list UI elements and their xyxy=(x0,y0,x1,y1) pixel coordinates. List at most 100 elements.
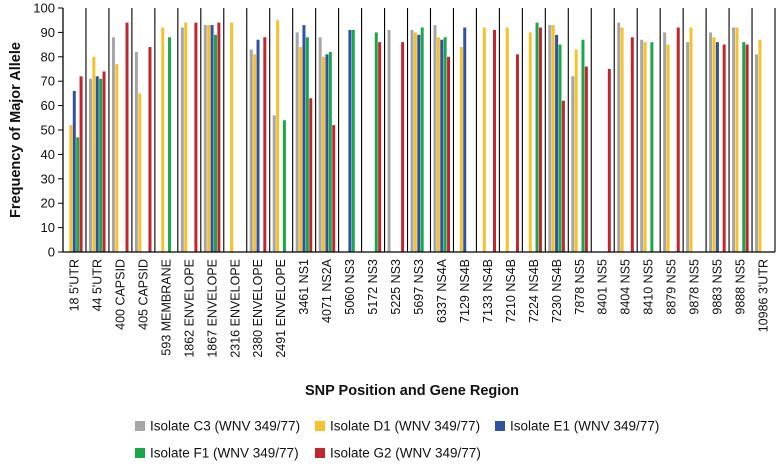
bar-isolate-f1-593-membrane xyxy=(168,37,172,252)
legend-swatch-isolate-g2 xyxy=(315,448,325,458)
bar-isolate-g2-7230-ns4b xyxy=(561,100,565,252)
x-tick-label: 3461 NS1 xyxy=(297,259,311,315)
x-tick-label: 7133 NS4B xyxy=(481,259,495,323)
x-tick-label: 7224 NS4B xyxy=(527,259,541,323)
bar-isolate-f1-7878-ns5 xyxy=(581,39,585,252)
bar-isolate-d1-7230-ns4b xyxy=(551,25,555,252)
bar-isolate-d1-7878-ns5 xyxy=(574,49,578,253)
bar-isolate-e1-9883-ns5 xyxy=(715,42,719,252)
y-tick-label: 70 xyxy=(41,74,55,89)
x-tick-label: 44 5'UTR xyxy=(90,259,104,311)
x-tick-label: 8410 NS5 xyxy=(642,259,656,315)
bar-isolate-g2-6337-ns4a xyxy=(447,56,451,252)
x-axis-title: SNP Position and Gene Region xyxy=(305,383,519,399)
x-tick-label: 8404 NS5 xyxy=(619,259,633,315)
y-tick-label: 100 xyxy=(33,1,55,16)
y-tick-label: 20 xyxy=(41,196,55,211)
bar-isolate-d1-8879-ns5 xyxy=(666,44,670,252)
y-tick-label: 50 xyxy=(41,123,55,138)
bar-isolate-d1-1867-envelope xyxy=(207,25,211,252)
y-axis-title: Frequency of Major Allele xyxy=(8,42,24,218)
bar-isolate-g2-44-5-utr xyxy=(102,71,106,252)
bar-isolate-c3-1867-envelope xyxy=(203,25,207,252)
x-tick-label: 2380 ENVELOPE xyxy=(251,259,265,358)
bar-isolate-c3-6337-ns4a xyxy=(433,25,437,252)
x-tick-label: 593 MEMBRANE xyxy=(159,259,173,356)
bar-isolate-d1-9888-ns5 xyxy=(735,27,739,252)
bar-isolate-d1-2491-envelope xyxy=(276,20,280,253)
bar-isolate-d1-6337-ns4a xyxy=(436,37,440,252)
bar-isolate-g2-5225-ns3 xyxy=(401,42,405,252)
bar-isolate-d1-405-capsid xyxy=(138,93,142,253)
bar-isolate-d1-4071-ns2a xyxy=(322,56,326,252)
bar-isolate-g2-8401-ns5 xyxy=(607,69,611,252)
bar-isolate-c3-5225-ns3 xyxy=(387,29,391,253)
y-tick-label: 40 xyxy=(41,147,55,162)
bar-isolate-g2-1867-envelope xyxy=(217,22,221,252)
bar-isolate-c3-8879-ns5 xyxy=(663,32,667,253)
bar-isolate-c3-7230-ns4b xyxy=(548,25,552,252)
bar-isolate-d1-400-capsid xyxy=(115,64,119,253)
bar-isolate-g2-4071-ns2a xyxy=(332,125,336,252)
bar-isolate-c3-3461-ns1 xyxy=(295,32,299,253)
bar-isolate-g2-8879-ns5 xyxy=(676,27,680,252)
tick-labels: 0 10 20 30 40 50 60 70 80 90 100 18 5'UTR 44 5'UTR 40… xyxy=(33,1,770,358)
bar-isolate-e1-4071-ns2a xyxy=(325,54,329,252)
bar-isolate-d1-8410-ns5 xyxy=(643,42,647,252)
bar-isolate-d1-7210-ns4b xyxy=(505,27,509,252)
bar-isolate-e1-18-5-utr xyxy=(72,90,76,253)
x-tick-label: 9878 NS5 xyxy=(688,259,702,315)
bar-isolate-g2-7133-ns4b xyxy=(492,29,496,253)
bar-isolate-c3-2491-envelope xyxy=(272,115,276,252)
bar-isolate-g2-400-capsid xyxy=(125,22,129,252)
bar-isolate-c3-9883-ns5 xyxy=(709,32,713,253)
bar-isolate-d1-2380-envelope xyxy=(253,54,257,252)
bar-isolate-g2-2380-envelope xyxy=(263,37,267,252)
bar-isolate-f1-3461-ns1 xyxy=(305,37,309,252)
bar-isolate-d1-44-5-utr xyxy=(92,56,96,252)
bar-isolate-d1-593-membrane xyxy=(161,27,165,252)
bar-isolate-e1-7129-ns4b xyxy=(463,27,467,252)
bar-isolate-c3-9878-ns5 xyxy=(686,42,690,252)
x-tick-label: 8879 NS5 xyxy=(665,259,679,315)
bar-isolate-d1-5697-ns3 xyxy=(413,32,417,253)
x-tick-label: 5060 NS3 xyxy=(343,259,357,315)
legend: Isolate C3 (WNV 349/77) Isolate D1 (WNV 3… xyxy=(135,419,659,461)
bar-isolate-e1-3461-ns1 xyxy=(302,25,306,252)
x-tick-label: 400 CAPSID xyxy=(113,259,127,330)
bar-isolate-c3-2380-envelope xyxy=(249,49,253,253)
x-tick-label: 9888 NS5 xyxy=(734,259,748,315)
bar-isolate-d1-9878-ns5 xyxy=(689,27,693,252)
y-tick-label: 0 xyxy=(48,245,55,260)
bar-isolate-d1-7129-ns4b xyxy=(459,47,463,252)
legend-swatch-isolate-f1 xyxy=(135,448,145,458)
bar-isolate-g2-1862-envelope xyxy=(194,22,198,252)
bar-isolate-c3-405-capsid xyxy=(134,51,138,252)
x-tick-label: 7129 NS4B xyxy=(458,259,472,323)
bar-isolate-g2-3461-ns1 xyxy=(309,98,313,252)
bar-isolate-g2-9883-ns5 xyxy=(722,44,726,252)
x-tick-label: 5697 NS3 xyxy=(412,259,426,315)
bar-isolate-c3-8410-ns5 xyxy=(640,39,644,252)
legend-swatch-isolate-d1 xyxy=(315,421,325,431)
bar-isolate-f1-44-5-utr xyxy=(99,78,103,252)
bar-isolate-g2-18-5-utr xyxy=(79,76,83,252)
bar-isolate-f1-1867-envelope xyxy=(213,34,217,253)
bar-isolate-d1-18-5-utr xyxy=(69,125,73,252)
x-tick-label: 405 CAPSID xyxy=(136,259,150,330)
bar-isolate-e1-1867-envelope xyxy=(210,25,214,252)
bar-isolate-f1-18-5-utr xyxy=(76,137,80,252)
bar-isolate-g2-7878-ns5 xyxy=(584,66,588,252)
x-tick-label: 7210 NS4B xyxy=(504,259,518,323)
bar-isolate-c3-9888-ns5 xyxy=(732,27,736,252)
legend-label-isolate-f1: Isolate F1 (WNV 349/77) xyxy=(150,446,299,461)
category-separators xyxy=(62,8,776,252)
bar-isolate-g2-7224-ns4b xyxy=(538,27,542,252)
bar-isolate-g2-405-capsid xyxy=(148,47,152,252)
y-tick-label: 30 xyxy=(41,171,55,186)
bar-isolate-e1-5697-ns3 xyxy=(417,34,421,253)
bar-isolate-f1-4071-ns2a xyxy=(328,51,332,252)
bar-isolate-d1-7133-ns4b xyxy=(482,27,486,252)
bar-isolate-f1-6337-ns4a xyxy=(443,37,447,252)
